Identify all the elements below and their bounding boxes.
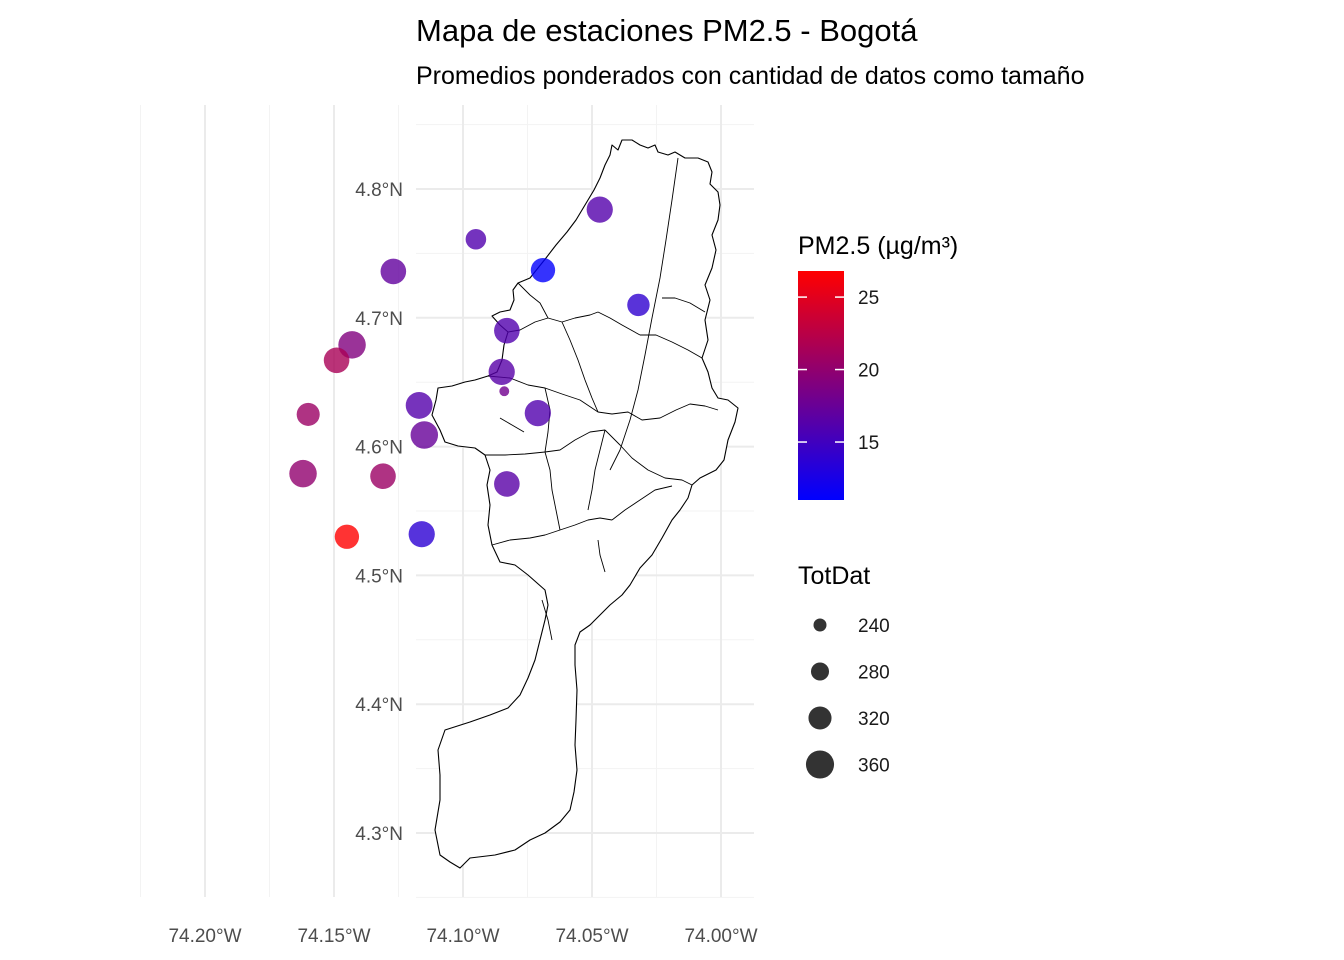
station-point	[465, 228, 487, 250]
color-legend-ticks: 25 20 15	[798, 288, 879, 454]
station-point	[627, 293, 650, 317]
locality-boundary	[499, 417, 525, 433]
locality-boundary	[561, 393, 719, 421]
station-point	[488, 358, 515, 386]
x-tick-label: 74.05°W	[555, 926, 628, 947]
station-point	[524, 399, 551, 427]
grid-lines	[140, 105, 754, 898]
size-legend-circle	[805, 750, 835, 779]
x-tick-label: 74.15°W	[297, 926, 370, 947]
station-point	[334, 524, 360, 549]
locality-boundary	[541, 599, 553, 641]
size-legend-items: 240 280 320 360	[805, 616, 890, 779]
x-tick-label: 74.00°W	[684, 926, 757, 947]
station-point	[586, 196, 613, 223]
chart-title: Mapa de estaciones PM2.5 - Bogotá	[416, 13, 918, 48]
color-legend-bar	[798, 271, 844, 500]
y-tick-label: 4.5°N	[355, 566, 403, 587]
locality-boundary	[559, 517, 613, 531]
y-tick-label: 4.7°N	[355, 309, 403, 330]
color-legend-title: PM2.5 (µg/m³)	[798, 232, 958, 260]
locality-boundary	[604, 429, 693, 486]
station-point	[499, 386, 510, 397]
locality-boundary	[561, 321, 599, 413]
size-legend-circle	[813, 618, 827, 632]
size-legend: TotDat 240 280 320 360	[798, 562, 890, 779]
station-points	[289, 196, 650, 549]
station-point	[289, 459, 317, 488]
station-point	[410, 421, 439, 449]
station-point	[296, 402, 320, 426]
station-point	[408, 521, 435, 548]
station-point	[494, 317, 520, 344]
color-tick-label: 15	[858, 433, 879, 454]
locality-boundary	[611, 485, 673, 521]
size-legend-label: 240	[858, 616, 890, 637]
color-tick-label: 20	[858, 361, 879, 382]
locality-boundary	[609, 157, 679, 471]
size-legend-label: 280	[858, 663, 890, 684]
station-point	[494, 471, 520, 497]
station-point	[380, 258, 407, 285]
size-legend-label: 360	[858, 756, 890, 777]
color-legend: PM2.5 (µg/m³) 25 20 15	[798, 232, 958, 500]
locality-boundary	[507, 311, 599, 333]
locality-boundary	[544, 451, 561, 531]
locality-boundary	[544, 387, 551, 453]
size-legend-circle	[810, 662, 830, 681]
locality-boundary	[517, 282, 549, 319]
y-tick-label: 4.4°N	[355, 695, 403, 716]
station-point	[323, 347, 350, 374]
axis-tick-labels: 4.8°N 4.7°N 4.6°N 4.5°N 4.4°N 4.3°N 74.20°W 74.…	[168, 180, 757, 947]
x-tick-label: 74.10°W	[426, 926, 499, 947]
chart-subtitle: Promedios ponderados con cantidad de dat…	[416, 62, 1084, 90]
locality-boundary	[597, 539, 606, 573]
y-tick-label: 4.3°N	[355, 824, 403, 845]
station-point	[405, 391, 433, 419]
locality-boundary	[640, 334, 703, 359]
y-tick-label: 4.6°N	[355, 438, 403, 459]
station-point	[530, 257, 556, 283]
size-legend-label: 320	[858, 709, 890, 730]
locality-boundary	[662, 297, 706, 313]
y-tick-label: 4.8°N	[355, 180, 403, 201]
size-legend-title: TotDat	[798, 562, 870, 590]
locality-boundary	[491, 529, 561, 546]
color-tick-label: 25	[858, 288, 879, 309]
x-tick-label: 74.20°W	[168, 926, 241, 947]
locality-boundary	[587, 429, 606, 511]
station-point	[370, 463, 396, 490]
locality-boundary	[485, 429, 606, 456]
size-legend-circle	[808, 706, 832, 730]
locality-boundary	[597, 311, 641, 336]
